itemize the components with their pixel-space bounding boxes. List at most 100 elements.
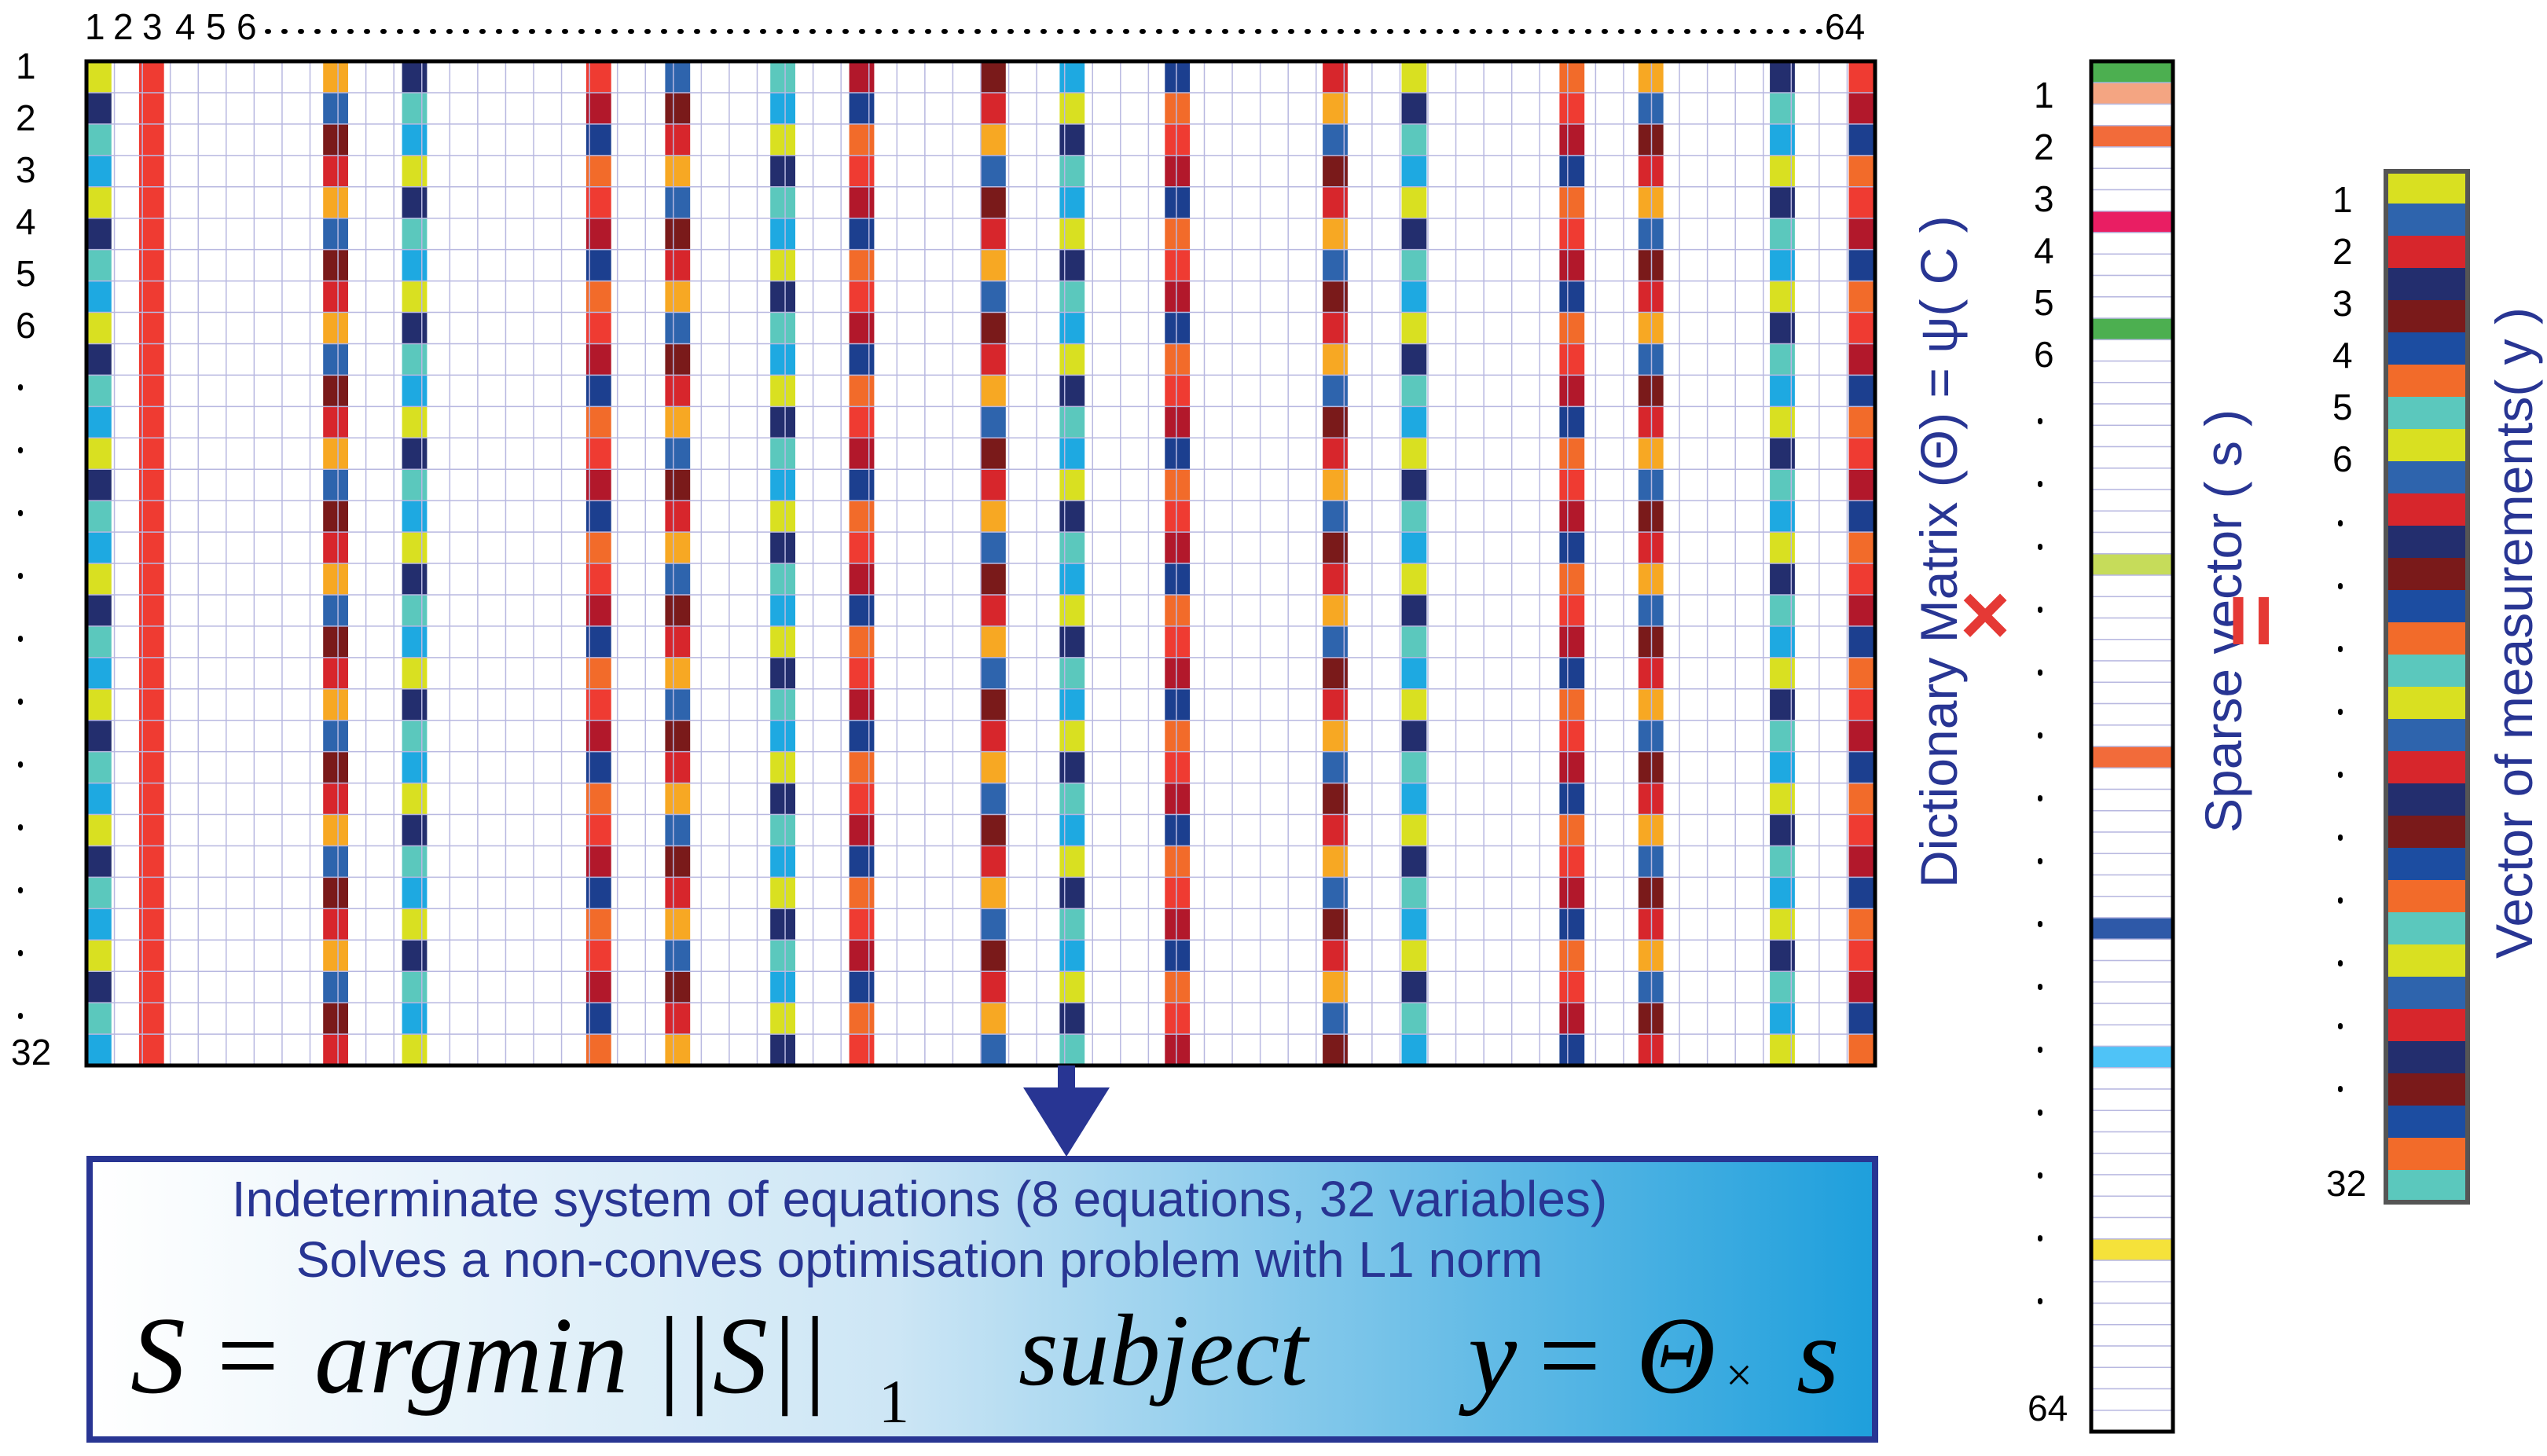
matrix-cell [981, 783, 1006, 815]
matrix-cell [1848, 406, 1874, 438]
sparse-cell [2090, 681, 2174, 705]
sparse-cell [2090, 617, 2174, 640]
matrix-cell [1559, 783, 1585, 815]
sparse-cell [2090, 1302, 2174, 1326]
matrix-cell [981, 281, 1006, 313]
matrix-cell [323, 1034, 348, 1066]
matrix-cell [665, 563, 691, 596]
matrix-grid [86, 61, 1875, 1065]
matrix-cell [402, 1003, 428, 1035]
matrix-cell [585, 438, 611, 470]
matrix-cell [1848, 971, 1874, 1003]
matrix-cell [849, 1003, 875, 1035]
matrix-cell [323, 375, 348, 407]
matrix-cell [665, 249, 691, 281]
matrix-cell [402, 908, 428, 941]
matrix-cell [1401, 312, 1427, 344]
matrix-cell [323, 438, 348, 470]
matrix-cell [849, 1034, 875, 1066]
matrix-cell [323, 657, 348, 690]
matrix-cell [1401, 720, 1427, 753]
measurement-vector-title: Vector of measurements( y ) [2485, 307, 2543, 959]
measurement-cell [2386, 880, 2468, 913]
matrix-cell [1401, 594, 1427, 627]
matrix-cell [138, 61, 164, 94]
meas-row-3: 3 [2332, 283, 2353, 324]
matrix-cell [402, 877, 428, 909]
matrix-cell [1165, 123, 1191, 156]
sparse-cell [2090, 702, 2174, 726]
matrix-cell [1401, 469, 1427, 501]
row-number-2: 2 [16, 97, 36, 138]
matrix-cell [849, 469, 875, 501]
eq-y: y [1459, 1295, 1518, 1417]
matrix-cell [849, 940, 875, 972]
matrix-cell [323, 845, 348, 878]
row-number-4: 4 [16, 201, 36, 242]
matrix-cell [1165, 814, 1191, 846]
sparse-vector [2089, 59, 2175, 1434]
matrix-cell [86, 720, 112, 753]
matrix-cell [665, 92, 691, 125]
matrix-cell [1559, 1034, 1585, 1066]
matrix-cell [981, 751, 1006, 783]
matrix-cell [1401, 877, 1427, 909]
matrix-cell [1059, 751, 1085, 783]
matrix-cell [849, 845, 875, 878]
col-number-3: 3 [142, 6, 163, 47]
sparse-cell [2090, 959, 2174, 983]
matrix-cell [1059, 61, 1085, 94]
matrix-cell [138, 908, 164, 941]
matrix-cell [585, 406, 611, 438]
matrix-cell [1059, 312, 1085, 344]
matrix-cell [1059, 657, 1085, 690]
matrix-cell [770, 501, 795, 533]
matrix-cell [402, 343, 428, 376]
matrix-cell [1059, 343, 1085, 376]
matrix-cell [86, 155, 112, 188]
col-number-64: 64 [1825, 6, 1865, 47]
matrix-cell [86, 625, 112, 658]
matrix-cell [981, 940, 1006, 972]
matrix-cell [981, 908, 1006, 941]
matrix-cell [1059, 532, 1085, 564]
eq-argmin: argmin [314, 1295, 628, 1417]
matrix-cell [402, 563, 428, 596]
matrix-cell [1059, 281, 1085, 313]
matrix-cell [665, 155, 691, 188]
matrix-cell [138, 186, 164, 219]
matrix-cell [585, 61, 611, 94]
matrix-cell [1401, 563, 1427, 596]
matrix-cell [665, 501, 691, 533]
matrix-cell [1559, 563, 1585, 596]
sparse-cell [2090, 403, 2174, 427]
sparse-cell [2090, 125, 2174, 148]
matrix-cell [585, 751, 611, 783]
matrix-cell [585, 657, 611, 690]
matrix-cell [665, 845, 691, 878]
matrix-cell [981, 877, 1006, 909]
matrix-cell [981, 312, 1006, 344]
matrix-cell [1401, 61, 1427, 94]
matrix-cell [665, 783, 691, 815]
measurement-cell [2386, 236, 2468, 269]
sparse-cell [2090, 510, 2174, 534]
sparse-border [2089, 59, 2175, 1434]
matrix-cell [86, 406, 112, 438]
eq-times: × [1726, 1349, 1752, 1401]
matrix-cell [981, 1003, 1006, 1035]
matrix-cell [402, 814, 428, 846]
matrix-cell [138, 469, 164, 501]
measurement-cell [2386, 300, 2468, 333]
matrix-cell [981, 343, 1006, 376]
measurement-cell [2386, 1106, 2468, 1139]
col-number-5: 5 [206, 6, 226, 47]
matrix-cell [1165, 940, 1191, 972]
sparse-cell [2090, 853, 2174, 876]
matrix-cell [1559, 281, 1585, 313]
matrix-cell [1401, 1003, 1427, 1035]
matrix-cell [1059, 92, 1085, 125]
matrix-cell [1165, 375, 1191, 407]
sparse-cell [2090, 1410, 2174, 1432]
